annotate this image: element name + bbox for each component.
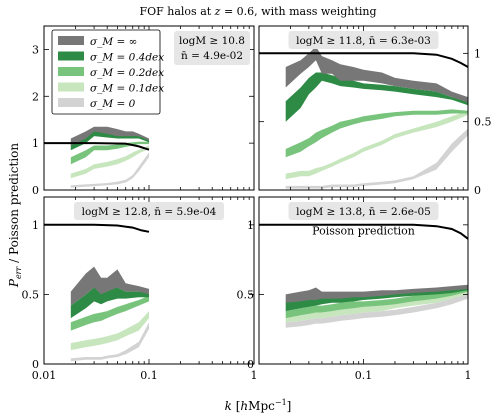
legend-label: σ_M = 0.4dex [90, 52, 164, 64]
legend-label: σ_M = ∞ [90, 36, 137, 48]
y-axis-label: Perr / Poisson prediction [7, 143, 23, 289]
panel-top-right: 0 0.5 1 logM ≥ 11.8, n̄ = 6.3e-03 [258, 25, 492, 197]
band-0 [285, 293, 468, 328]
poisson-prediction-line [259, 223, 468, 240]
x-axis-label: k [hMpc−1] [225, 398, 292, 413]
poisson-prediction-line [44, 223, 150, 233]
legend-entry: σ_M = 0.4dex [58, 51, 164, 64]
x-tick-label: 0.1 [140, 369, 158, 382]
y-tick-label: 1 [474, 47, 481, 60]
xlabel-close: ] [287, 399, 292, 413]
y-tick-label: 0 [247, 358, 254, 371]
legend-swatch [58, 51, 84, 61]
suptitle-z: z [214, 5, 221, 18]
legend-label: σ_M = 0.1dex [90, 83, 164, 95]
legend-label: σ_M = 0.2dex [90, 67, 164, 79]
band-0.2dex [70, 295, 149, 331]
xlabel-k: k [225, 399, 232, 413]
panel-frame [258, 196, 469, 365]
band-inf [70, 266, 149, 306]
band-0.1dex [285, 110, 468, 180]
legend-swatch [58, 67, 84, 76]
ylabel-sub: err [14, 265, 23, 279]
annotation-text: logM ≥ 11.8, n̄ = 6.3e-03 [296, 35, 431, 47]
y-tick-label: 0.5 [474, 116, 492, 129]
annotation-box [174, 31, 250, 65]
band-inf [285, 284, 468, 303]
annotation-text: logM ≥ 10.8 [179, 35, 245, 47]
legend: σ_M = ∞ σ_M = 0.4dex σ_M = 0.2dex σ_M = 0.1… [51, 29, 164, 115]
xlabel-exp: −1 [275, 398, 287, 407]
panel-top-left: 0 1 2 3 logM ≥ 10.8 n̄ = 4.9e-02 [32, 25, 255, 197]
xlabel-open: [ [232, 399, 241, 413]
y-tick-label: 0 [32, 358, 39, 371]
legend-entry: σ_M = 0.1dex [58, 82, 164, 95]
legend-label: σ_M = 0 [90, 98, 136, 110]
y-tick-label: 0.5 [22, 288, 40, 301]
legend-frame [51, 29, 161, 115]
x-tick-label: 1 [465, 369, 472, 382]
band-0 [285, 128, 468, 189]
annotation-box [288, 202, 439, 220]
x-tick-label: 1 [251, 369, 258, 382]
figure-title: FOF halos at z = 0.6, with mass weightin… [139, 5, 376, 18]
legend-swatch [58, 36, 84, 45]
y-tick-label: 1 [32, 219, 39, 232]
panel-plot-area [44, 126, 150, 188]
band-0.2dex [285, 109, 468, 158]
y-tick-label: 1 [247, 219, 254, 232]
xlabel-unit: Mpc [248, 399, 275, 413]
band-0.4dex [70, 287, 149, 319]
x-tick-label: 0.01 [32, 369, 57, 382]
band-0.1dex [70, 145, 149, 179]
annotation-box [288, 31, 439, 49]
poisson-prediction-label: Poisson prediction [312, 225, 415, 238]
annotation-text: logM ≥ 13.8, n̄ = 2.6e-05 [296, 206, 431, 218]
band-0.1dex [70, 311, 149, 351]
annotation-text: n̄ = 4.9e-02 [181, 50, 243, 62]
panel-plot-area [259, 46, 468, 189]
poisson-prediction-line [44, 142, 150, 151]
suptitle-pre: FOF halos at [139, 5, 214, 18]
band-inf [285, 46, 468, 103]
legend-entry: σ_M = ∞ [58, 36, 137, 48]
poisson-prediction-line [259, 52, 468, 68]
y-tick-label: 0 [32, 184, 39, 197]
ylabel-p: P [7, 278, 21, 288]
band-0.2dex [70, 141, 149, 165]
xlabel-h: h [240, 399, 248, 413]
band-0 [70, 322, 149, 362]
y-tick-label: 2 [32, 90, 39, 103]
y-tick-label: 0.5 [237, 288, 255, 301]
y-tick-label: 3 [32, 43, 39, 56]
legend-swatch [58, 98, 84, 107]
ylabel-rest: / Poisson prediction [7, 143, 21, 267]
band-0.4dex [285, 287, 468, 312]
legend-entry: σ_M = 0 [58, 98, 136, 110]
annotation-box [74, 202, 224, 220]
panel-plot-area [259, 223, 468, 328]
y-tick-label: 1 [32, 137, 39, 150]
suptitle-post: = 0.6, with mass weighting [220, 5, 376, 18]
band-0 [70, 152, 149, 188]
panel-plot-area [44, 223, 150, 362]
band-inf [70, 126, 149, 146]
annotation-text: logM ≥ 12.8, n̄ = 5.9e-04 [82, 206, 217, 218]
legend-swatch [58, 82, 84, 92]
panel-frame [43, 196, 255, 365]
x-tick-label: 0.1 [355, 369, 373, 382]
y-tick-label: 0 [474, 184, 481, 197]
legend-entry: σ_M = 0.2dex [58, 67, 164, 79]
band-0.1dex [285, 290, 468, 323]
